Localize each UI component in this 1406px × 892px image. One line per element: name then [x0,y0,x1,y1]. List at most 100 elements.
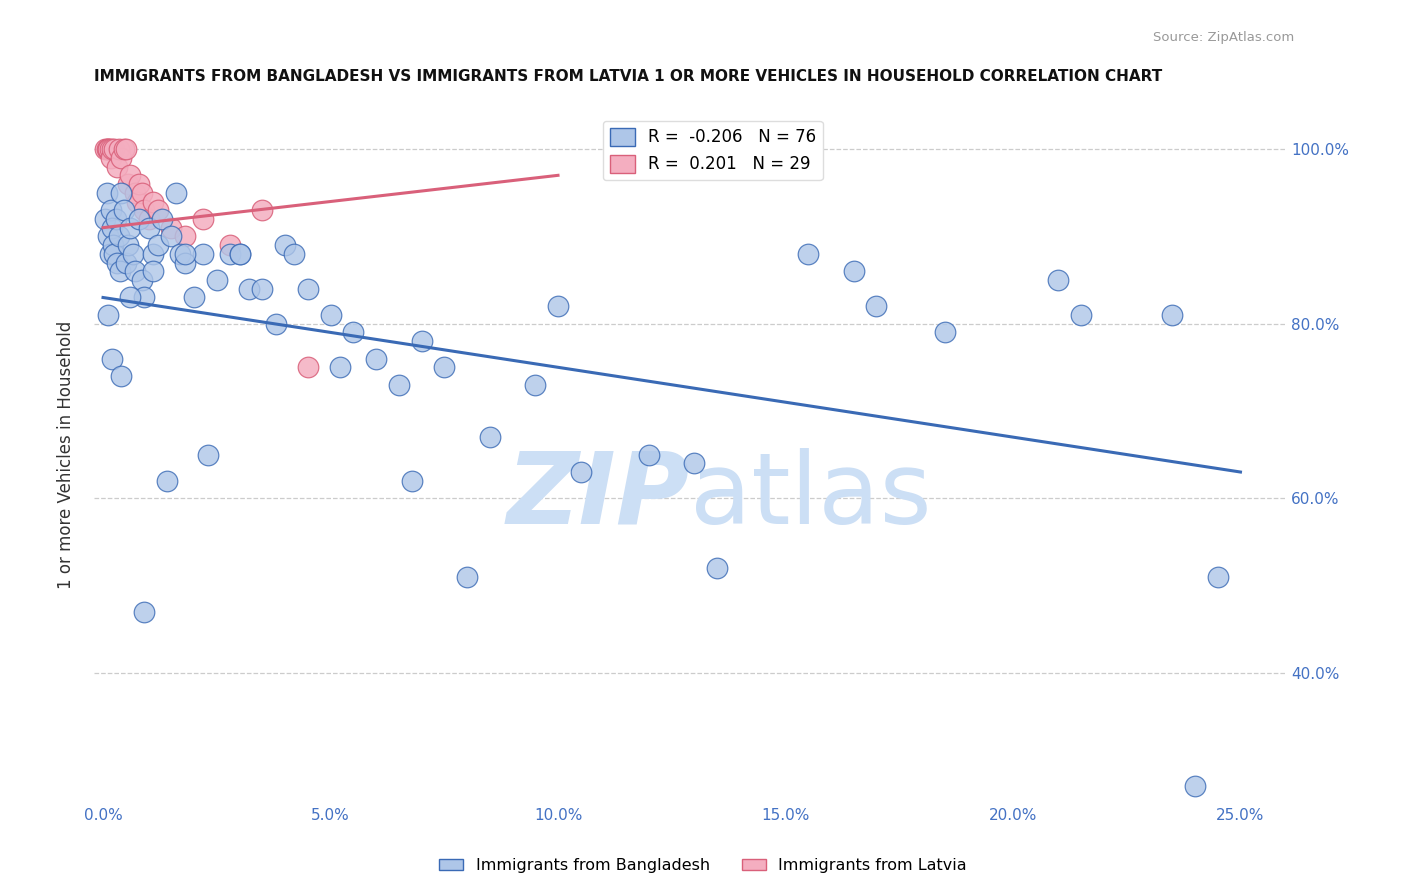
Immigrants from Bangladesh [124,264,146,278]
Immigrants from Bangladesh [165,186,187,200]
Immigrants from Bangladesh [110,264,132,278]
Immigrants from Bangladesh [205,273,228,287]
Immigrants from Bangladesh [98,247,121,261]
Immigrants from Bangladesh [865,299,887,313]
Immigrants from Latvia [120,169,142,183]
Immigrants from Bangladesh [401,474,423,488]
Immigrants from Latvia [124,186,146,200]
Immigrants from Bangladesh [297,282,319,296]
Immigrants from Bangladesh [132,291,155,305]
Immigrants from Bangladesh [228,247,250,261]
Immigrants from Bangladesh [169,247,191,261]
Immigrants from Latvia [219,238,242,252]
Immigrants from Bangladesh [160,229,183,244]
Immigrants from Bangladesh [142,264,165,278]
Immigrants from Bangladesh [1206,570,1229,584]
Immigrants from Bangladesh [478,430,501,444]
Immigrants from Latvia [100,151,122,165]
Immigrants from Bangladesh [146,238,169,252]
Text: ZIP: ZIP [508,448,690,545]
Immigrants from Latvia [97,142,120,156]
Immigrants from Bangladesh [797,247,820,261]
Immigrants from Bangladesh [128,211,150,226]
Immigrants from Latvia [160,220,183,235]
Immigrants from Bangladesh [1047,273,1070,287]
Immigrants from Bangladesh [101,220,124,235]
Immigrants from Bangladesh [524,377,547,392]
Immigrants from Bangladesh [142,247,165,261]
Immigrants from Latvia [94,142,117,156]
Immigrants from Latvia [110,151,132,165]
Immigrants from Bangladesh [547,299,569,313]
Immigrants from Latvia [114,142,136,156]
Immigrants from Bangladesh [110,186,132,200]
Immigrants from Latvia [131,186,153,200]
Immigrants from Bangladesh [103,247,125,261]
Immigrants from Bangladesh [104,211,127,226]
Immigrants from Latvia [98,142,121,156]
Immigrants from Bangladesh [264,317,287,331]
Immigrants from Bangladesh [319,308,342,322]
Immigrants from Bangladesh [131,273,153,287]
Immigrants from Latvia [132,203,155,218]
Immigrants from Latvia [103,142,125,156]
Immigrants from Latvia [108,142,131,156]
Immigrants from Bangladesh [150,211,173,226]
Immigrants from Bangladesh [108,229,131,244]
Immigrants from Latvia [105,160,128,174]
Text: atlas: atlas [690,448,932,545]
Immigrants from Bangladesh [197,448,219,462]
Immigrants from Latvia [128,177,150,191]
Immigrants from Bangladesh [1161,308,1184,322]
Immigrants from Bangladesh [219,247,242,261]
Immigrants from Bangladesh [456,570,478,584]
Immigrants from Bangladesh [120,291,142,305]
Immigrants from Bangladesh [110,369,132,384]
Text: Source: ZipAtlas.com: Source: ZipAtlas.com [1153,31,1294,45]
Immigrants from Bangladesh [112,203,135,218]
Immigrants from Bangladesh [94,211,117,226]
Y-axis label: 1 or more Vehicles in Household: 1 or more Vehicles in Household [58,320,75,589]
Immigrants from Bangladesh [1184,779,1206,793]
Immigrants from Bangladesh [329,360,352,375]
Immigrants from Latvia [96,142,118,156]
Immigrants from Latvia [127,194,149,209]
Immigrants from Bangladesh [97,308,120,322]
Immigrants from Bangladesh [842,264,865,278]
Immigrants from Bangladesh [105,255,128,269]
Immigrants from Bangladesh [191,247,214,261]
Immigrants from Bangladesh [117,238,139,252]
Immigrants from Latvia [252,203,274,218]
Immigrants from Latvia [117,177,139,191]
Legend: R =  -0.206   N = 76, R =  0.201   N = 29: R = -0.206 N = 76, R = 0.201 N = 29 [603,120,823,180]
Immigrants from Bangladesh [364,351,387,366]
Immigrants from Bangladesh [101,351,124,366]
Immigrants from Bangladesh [120,220,142,235]
Immigrants from Latvia [112,142,135,156]
Immigrants from Bangladesh [174,247,197,261]
Immigrants from Bangladesh [283,247,305,261]
Immigrants from Bangladesh [252,282,274,296]
Immigrants from Bangladesh [433,360,456,375]
Immigrants from Bangladesh [342,326,364,340]
Immigrants from Bangladesh [683,456,706,470]
Immigrants from Bangladesh [388,377,411,392]
Immigrants from Latvia [191,211,214,226]
Immigrants from Bangladesh [1070,308,1092,322]
Text: IMMIGRANTS FROM BANGLADESH VS IMMIGRANTS FROM LATVIA 1 OR MORE VEHICLES IN HOUSE: IMMIGRANTS FROM BANGLADESH VS IMMIGRANTS… [94,69,1163,84]
Immigrants from Bangladesh [132,605,155,619]
Immigrants from Bangladesh [100,203,122,218]
Immigrants from Latvia [174,229,197,244]
Immigrants from Bangladesh [638,448,661,462]
Immigrants from Bangladesh [706,561,728,575]
Immigrants from Latvia [138,211,160,226]
Immigrants from Bangladesh [121,247,143,261]
Immigrants from Latvia [101,142,124,156]
Immigrants from Latvia [142,194,165,209]
Immigrants from Bangladesh [238,282,260,296]
Immigrants from Latvia [97,142,120,156]
Immigrants from Bangladesh [934,326,956,340]
Immigrants from Bangladesh [274,238,297,252]
Immigrants from Bangladesh [183,291,205,305]
Immigrants from Bangladesh [138,220,160,235]
